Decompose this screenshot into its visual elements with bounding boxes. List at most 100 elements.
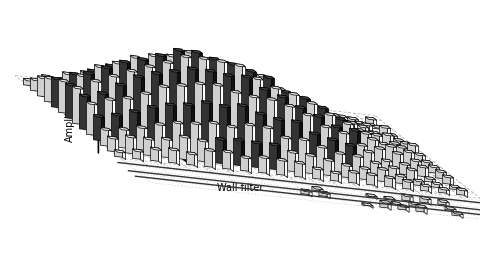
Polygon shape bbox=[329, 116, 341, 119]
Polygon shape bbox=[377, 167, 389, 171]
Polygon shape bbox=[384, 196, 395, 200]
Polygon shape bbox=[365, 126, 369, 144]
Polygon shape bbox=[220, 61, 228, 131]
Polygon shape bbox=[286, 97, 293, 134]
Polygon shape bbox=[66, 77, 78, 80]
Polygon shape bbox=[402, 194, 413, 197]
Polygon shape bbox=[381, 126, 384, 132]
Polygon shape bbox=[205, 69, 214, 144]
Polygon shape bbox=[115, 83, 123, 134]
Polygon shape bbox=[432, 182, 443, 185]
Polygon shape bbox=[396, 145, 408, 149]
Polygon shape bbox=[205, 69, 216, 72]
Polygon shape bbox=[300, 121, 302, 165]
Polygon shape bbox=[166, 103, 173, 149]
Polygon shape bbox=[161, 137, 169, 158]
Polygon shape bbox=[151, 72, 163, 75]
Polygon shape bbox=[438, 200, 449, 203]
Polygon shape bbox=[198, 57, 206, 138]
Polygon shape bbox=[407, 168, 414, 180]
Polygon shape bbox=[292, 99, 300, 139]
Polygon shape bbox=[200, 51, 203, 135]
Polygon shape bbox=[228, 62, 239, 66]
Polygon shape bbox=[186, 152, 198, 155]
Polygon shape bbox=[312, 167, 324, 170]
Polygon shape bbox=[138, 75, 146, 103]
Polygon shape bbox=[128, 61, 131, 127]
Polygon shape bbox=[264, 102, 276, 105]
Polygon shape bbox=[399, 162, 408, 175]
Polygon shape bbox=[243, 87, 247, 121]
Polygon shape bbox=[399, 202, 402, 207]
Polygon shape bbox=[312, 186, 323, 190]
Polygon shape bbox=[339, 122, 350, 126]
Polygon shape bbox=[167, 85, 169, 146]
Polygon shape bbox=[131, 55, 142, 59]
Polygon shape bbox=[275, 98, 277, 158]
Polygon shape bbox=[132, 79, 143, 82]
Polygon shape bbox=[438, 200, 446, 205]
Polygon shape bbox=[73, 76, 84, 79]
Polygon shape bbox=[413, 179, 425, 182]
Polygon shape bbox=[399, 162, 410, 166]
Polygon shape bbox=[456, 188, 465, 195]
Polygon shape bbox=[174, 79, 182, 107]
Polygon shape bbox=[51, 77, 60, 108]
Polygon shape bbox=[93, 77, 96, 100]
Polygon shape bbox=[174, 79, 186, 82]
Polygon shape bbox=[147, 105, 158, 109]
Polygon shape bbox=[191, 121, 198, 156]
Polygon shape bbox=[336, 114, 340, 146]
Polygon shape bbox=[436, 166, 440, 176]
Polygon shape bbox=[338, 172, 342, 184]
Polygon shape bbox=[162, 123, 166, 155]
Polygon shape bbox=[363, 150, 372, 171]
Polygon shape bbox=[346, 143, 353, 169]
Polygon shape bbox=[417, 203, 420, 209]
Polygon shape bbox=[336, 115, 345, 125]
Polygon shape bbox=[60, 78, 62, 110]
Polygon shape bbox=[116, 137, 119, 154]
Polygon shape bbox=[173, 48, 185, 52]
Polygon shape bbox=[230, 151, 234, 172]
Polygon shape bbox=[133, 75, 144, 78]
Polygon shape bbox=[216, 137, 227, 141]
Polygon shape bbox=[348, 123, 350, 142]
Polygon shape bbox=[327, 138, 336, 167]
Polygon shape bbox=[240, 156, 252, 159]
Polygon shape bbox=[360, 131, 369, 156]
Polygon shape bbox=[395, 134, 397, 143]
Polygon shape bbox=[336, 117, 344, 149]
Polygon shape bbox=[220, 84, 224, 152]
Polygon shape bbox=[322, 115, 329, 138]
Polygon shape bbox=[392, 152, 400, 169]
Polygon shape bbox=[134, 66, 143, 112]
Polygon shape bbox=[379, 125, 391, 129]
Polygon shape bbox=[356, 143, 364, 165]
Polygon shape bbox=[350, 123, 354, 157]
Polygon shape bbox=[310, 132, 317, 165]
Polygon shape bbox=[140, 80, 143, 100]
Polygon shape bbox=[267, 88, 278, 92]
Text: Velocities: Velocities bbox=[96, 76, 143, 87]
Polygon shape bbox=[370, 204, 373, 209]
Polygon shape bbox=[55, 78, 67, 82]
Polygon shape bbox=[190, 75, 192, 115]
Polygon shape bbox=[366, 194, 377, 197]
Polygon shape bbox=[320, 125, 332, 128]
Polygon shape bbox=[316, 145, 324, 170]
Polygon shape bbox=[219, 104, 230, 108]
Polygon shape bbox=[138, 75, 150, 79]
Polygon shape bbox=[55, 78, 63, 99]
Polygon shape bbox=[367, 137, 375, 162]
Polygon shape bbox=[322, 115, 324, 158]
Polygon shape bbox=[406, 205, 409, 212]
Polygon shape bbox=[343, 121, 351, 131]
Polygon shape bbox=[217, 83, 228, 87]
Polygon shape bbox=[353, 144, 357, 171]
Polygon shape bbox=[383, 133, 390, 149]
Polygon shape bbox=[156, 54, 164, 129]
Polygon shape bbox=[366, 173, 378, 176]
Polygon shape bbox=[159, 54, 170, 58]
Polygon shape bbox=[396, 174, 404, 184]
